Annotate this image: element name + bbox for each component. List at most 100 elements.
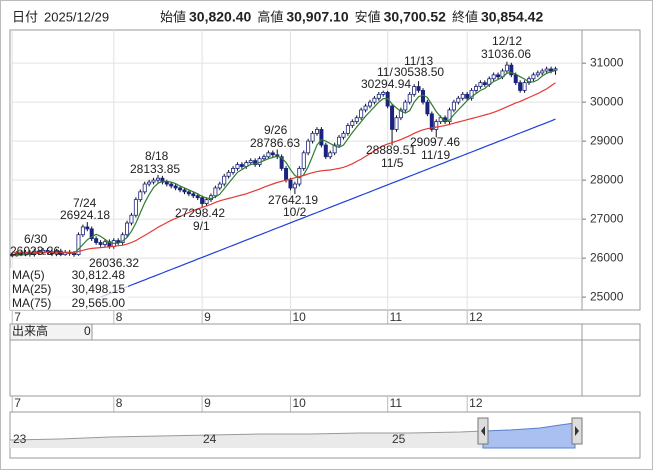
annotations: 6/30 26023.26 7/24 26924.18 26036.32 8/1… [10,34,531,270]
candle-body [173,185,178,189]
header: 日付 2025/12/29 始値 30,820.40 高値 30,907.10 安値 30… [12,9,543,25]
volume-panel [9,323,641,341]
x-tick-label: 9 [204,310,211,324]
y-tick-label: 29000 [590,133,624,147]
candle-body [226,171,231,177]
candle-body [142,183,147,193]
candle-body [222,175,227,185]
candle-body [465,93,470,99]
candle-body [80,226,85,236]
candle-body [359,109,364,119]
candle-body [292,183,297,189]
candle-body [204,199,209,204]
x-axis: 7 8 9 10 11 12 [11,396,483,412]
candle-body [160,177,165,183]
candle-body [164,181,169,185]
candle-body [376,93,381,99]
x-axis: 7 8 9 10 11 12 [11,310,483,324]
candle-body [531,74,536,80]
candle-body [169,183,174,187]
header-label: 終値 [452,9,478,24]
annotation: 28133.85 [130,162,180,176]
ma-line [12,69,556,256]
candle-body [504,64,509,72]
navigator-line [9,430,484,441]
x-tick-label: 10 [292,310,306,324]
candle-body [372,97,377,103]
candle-body [125,222,130,236]
handle-arrow [481,426,485,436]
candle-body [416,86,421,91]
candle-body [425,101,430,115]
volume-value: 0 [84,324,91,338]
annotation: 30538.50 [394,65,444,79]
candle-body [288,179,293,189]
candle-body [407,93,412,103]
plot [10,61,558,298]
candle-body [354,117,359,123]
candle-body [469,90,474,99]
legend-value: 29,565.00 [72,296,126,310]
candle-body [261,156,266,160]
candle-body [345,125,350,134]
candle-body [363,105,368,111]
annotation: 27298.42 [175,206,225,220]
ma-line [12,82,556,253]
candle-body [390,105,395,130]
candle-body [491,74,496,80]
annotation: 11/5 [381,156,404,170]
annotation: 11/ [377,65,393,79]
y-tick-label: 30000 [590,94,624,108]
candle-body [200,197,205,204]
annotation: 11/13 [404,54,433,68]
candle-body [350,121,355,126]
candle-body [178,187,183,191]
y-tick-label: 27000 [590,211,624,225]
candle-body [279,156,284,169]
candle-body [191,193,196,197]
candle-body [460,93,465,99]
volume-label: 出来高 [12,323,48,338]
navigator-window[interactable] [482,422,576,449]
candle-body [76,234,81,256]
candle-body [412,86,417,95]
candle-body [120,234,125,243]
candle-body [319,129,324,146]
candle-body [186,191,191,195]
legend-value: 30,812.48 [72,268,126,282]
candle-body [284,168,289,181]
candle-body [133,199,138,216]
candle-body [310,132,315,142]
x-tick-label: 7 [14,396,21,410]
header-label: 安値 [355,9,381,24]
candle-body [231,168,236,173]
annotation: 7/24 [73,196,97,210]
candle-body [147,181,152,185]
x-tick-label: 9 [204,396,211,410]
candle-body [496,74,501,78]
header-value: 30,820.40 [189,9,251,25]
annotation: 26924.18 [60,208,110,222]
candle-body [306,140,311,154]
candle-body [253,160,258,165]
y-tick-label: 25000 [590,289,624,303]
candle-body [522,82,527,91]
header-value: 30,854.42 [481,9,543,25]
legend-value: 30,498.15 [72,282,126,296]
navigator-label: 25 [392,432,406,446]
candle-body [553,68,558,71]
candle-body [138,191,143,201]
y-axis: 25000 26000 27000 28000 29000 30000 31000 [582,55,624,303]
candle-body [478,82,483,87]
candle-body [213,187,218,197]
annotation: 9/1 [193,219,210,233]
candle-body [544,68,549,72]
annotation: 31036.06 [481,47,531,61]
volume-plot [9,339,641,397]
candle-body [518,82,523,91]
candle-body [451,101,456,111]
candle-body [129,214,134,224]
candle-body [266,152,271,158]
y-tick-label: 31000 [590,55,624,69]
candle-body [248,160,253,163]
